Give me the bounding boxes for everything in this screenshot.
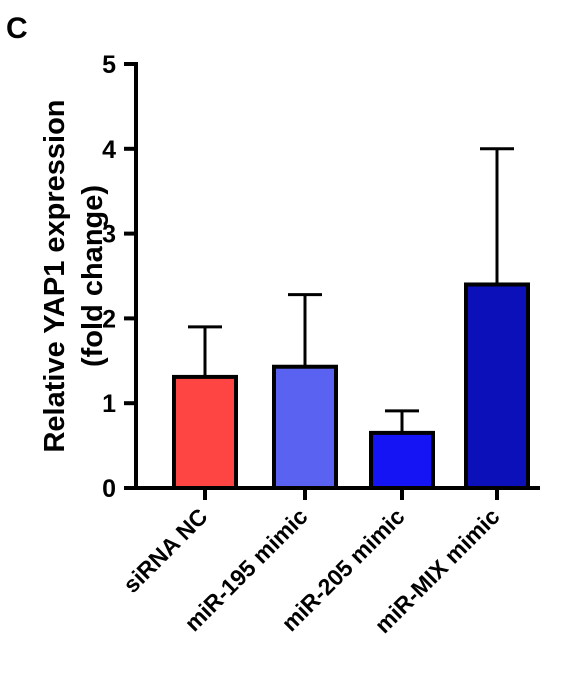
y-axis-title-line2: (fold change) [77, 185, 109, 367]
panel-letter: C [6, 12, 28, 45]
y-axis-title: Relative YAP1 expression (fold change) [39, 99, 109, 452]
y-tick-label: 5 [102, 51, 116, 79]
y-tick-label: 1 [102, 390, 116, 418]
y-tick-label: 2 [102, 305, 116, 333]
bar [272, 364, 338, 490]
y-tick-label: 4 [102, 136, 116, 164]
bar [369, 430, 435, 491]
y-tick-label: 0 [102, 475, 116, 503]
bar [464, 282, 530, 491]
x-tick-label: siRNA NC [118, 503, 213, 598]
y-tick-label: 3 [102, 221, 116, 249]
bar [172, 374, 238, 490]
y-axis-title-line1: Relative YAP1 expression [39, 99, 71, 452]
